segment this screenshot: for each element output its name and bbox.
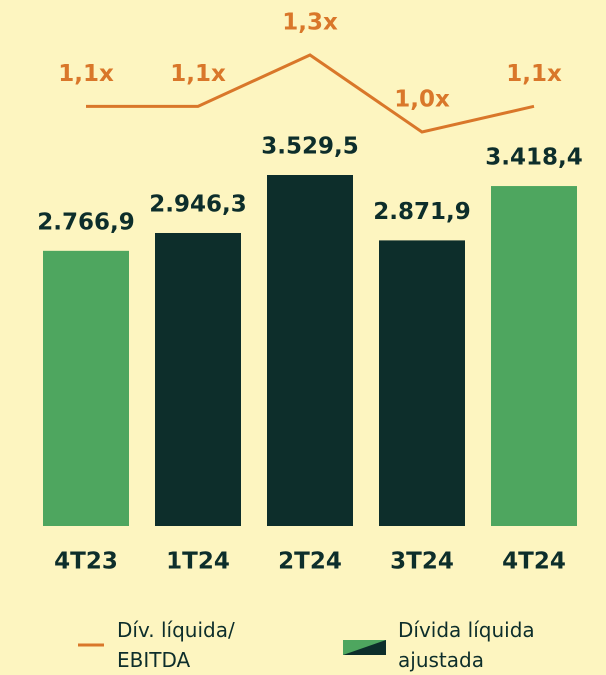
bar <box>491 186 577 526</box>
line-value-label: 1,1x <box>58 61 114 87</box>
legend-label: Dív. líquida/ EBITDA <box>117 618 235 672</box>
x-tick-label: 4T23 <box>54 549 118 575</box>
line-value-label: 1,0x <box>394 87 450 113</box>
bar-value-label: 3.529,5 <box>261 134 359 160</box>
bar-value-label: 2.871,9 <box>373 199 471 225</box>
bar <box>43 250 129 526</box>
legend-label: Dívida líquida ajustada <box>398 618 535 672</box>
line <box>86 53 535 134</box>
bar-value-label: 2.766,9 <box>37 209 135 235</box>
bar-value-label: 3.418,4 <box>485 145 583 171</box>
line-value-label: 1,1x <box>170 61 226 87</box>
x-tick-label: 4T24 <box>502 549 566 575</box>
x-tick-label: 3T24 <box>390 549 454 575</box>
bar <box>155 232 241 526</box>
bar <box>379 240 465 527</box>
bar-value-label: 2.946,3 <box>149 191 247 217</box>
line-value-label: 1,3x <box>282 10 338 36</box>
legend-bar-swatch-dark <box>343 640 386 655</box>
line-value-label: 1,1x <box>506 61 562 87</box>
bar <box>267 175 353 526</box>
x-tick-label: 1T24 <box>166 549 230 575</box>
x-tick-label: 2T24 <box>278 549 342 575</box>
